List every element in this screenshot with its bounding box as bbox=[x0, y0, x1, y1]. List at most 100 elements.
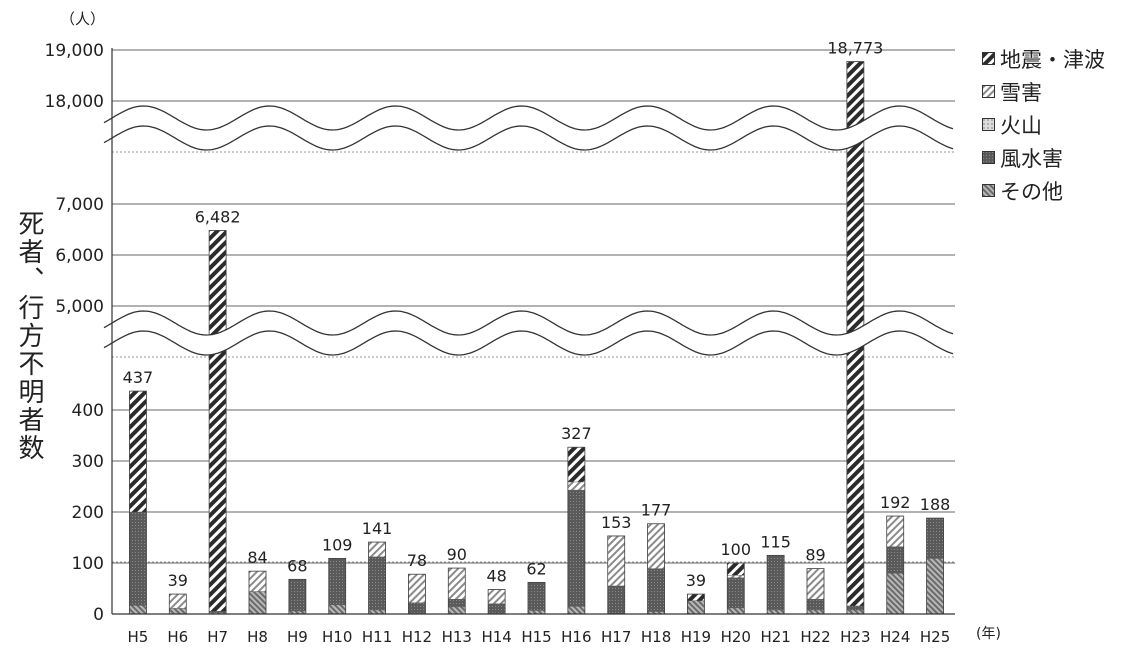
bar-segment bbox=[408, 574, 426, 603]
legend-label-other: その他 bbox=[1000, 179, 1063, 204]
bar-segment bbox=[727, 607, 745, 615]
bar-total-label: 62 bbox=[526, 559, 546, 578]
bar-segment bbox=[328, 604, 346, 615]
legend-label-snow: 雪害 bbox=[1000, 80, 1042, 105]
bar-segment bbox=[607, 585, 625, 615]
bar-segment bbox=[129, 605, 147, 615]
x-tick-label: H24 bbox=[880, 628, 910, 646]
bar-segment bbox=[886, 515, 904, 547]
bar-segment bbox=[448, 599, 466, 608]
bar-total-label: 48 bbox=[486, 567, 506, 586]
bar-segment bbox=[487, 603, 506, 614]
axis-break-line bbox=[103, 310, 954, 336]
bar-segment bbox=[727, 562, 745, 576]
bar-segment bbox=[129, 511, 147, 606]
x-tick-label: H16 bbox=[561, 628, 591, 646]
legend-item-storm: 風水害 bbox=[982, 141, 1105, 174]
legend: 地震・津波 雪害 火山 風水害 その他 bbox=[982, 42, 1105, 207]
axes: 0 100 200 300 400 5,000 6,000 7,000 18,000 19,000… bbox=[45, 41, 955, 646]
bar-segment bbox=[527, 582, 546, 611]
x-unit-label: (年) bbox=[976, 626, 1001, 642]
bar-segment bbox=[687, 600, 705, 615]
bar-total-label: 327 bbox=[561, 424, 592, 443]
y-tick-label: 18,000 bbox=[45, 92, 104, 112]
bar-segment bbox=[487, 589, 506, 605]
bar-segment bbox=[368, 556, 386, 611]
y-tick-label: 19,000 bbox=[45, 41, 104, 61]
x-tick-label: H5 bbox=[128, 628, 149, 646]
bar-total-label: 192 bbox=[880, 493, 911, 512]
x-tick-label: H21 bbox=[760, 628, 790, 646]
legend-item-quake: 地震・津波 bbox=[982, 42, 1105, 75]
bar-segment bbox=[846, 605, 865, 611]
axis-break-band bbox=[104, 311, 953, 355]
legend-label-volcano: 火山 bbox=[1000, 113, 1042, 138]
bar-segment bbox=[169, 593, 187, 609]
bar-total-label: 177 bbox=[641, 501, 672, 520]
bar-segment bbox=[448, 606, 466, 615]
bar-segment bbox=[208, 230, 227, 612]
axis-break-band bbox=[104, 106, 953, 150]
x-tick-label: H12 bbox=[402, 628, 432, 646]
bar-segment bbox=[567, 481, 586, 491]
bar-segment bbox=[248, 570, 267, 592]
bar-segment bbox=[687, 593, 705, 601]
x-tick-label: H8 bbox=[247, 628, 268, 646]
x-tick-label: H13 bbox=[442, 628, 472, 646]
y-tick-label: 200 bbox=[72, 503, 104, 523]
bar-segment bbox=[647, 523, 665, 569]
bar-segment bbox=[926, 558, 944, 615]
bar-segment bbox=[248, 591, 267, 615]
x-tick-label: H14 bbox=[481, 628, 511, 646]
bar-segment bbox=[607, 535, 625, 587]
bar-total-label: 115 bbox=[760, 532, 791, 551]
axis-breaks bbox=[103, 105, 954, 356]
bar-total-label: 6,482 bbox=[195, 207, 241, 226]
bar-segment bbox=[328, 558, 346, 606]
bar-segment bbox=[408, 602, 426, 614]
y-tick-label: 5,000 bbox=[55, 297, 104, 317]
bar-total-label: 78 bbox=[407, 551, 427, 570]
bar-total-label: 188 bbox=[920, 495, 951, 514]
grid-lines bbox=[112, 49, 955, 615]
y-tick-label: 400 bbox=[72, 401, 104, 421]
bar-segment bbox=[288, 579, 307, 612]
bar-total-label: 141 bbox=[362, 519, 393, 538]
y-axis-title: 死者、行方不明者数 bbox=[14, 210, 44, 462]
bar-total-label: 89 bbox=[805, 546, 825, 565]
bar-segment bbox=[647, 568, 665, 612]
x-tick-label: H6 bbox=[167, 628, 188, 646]
axis-break-line bbox=[103, 105, 954, 131]
bar-total-label: 153 bbox=[601, 513, 632, 532]
data-labels: 437 39 6,482 84 68 109 141 78 90 48 62 327 153 177 39 1… bbox=[123, 39, 951, 591]
bar-segment bbox=[926, 517, 944, 559]
bar-segment bbox=[448, 567, 466, 600]
x-tick-label: H20 bbox=[721, 628, 751, 646]
legend-swatch-storm bbox=[982, 151, 995, 164]
bars bbox=[129, 61, 944, 615]
bar-segment bbox=[129, 390, 147, 513]
bar-segment bbox=[368, 609, 386, 615]
bar-segment bbox=[567, 489, 586, 607]
x-tick-label: H18 bbox=[641, 628, 671, 646]
y-unit-label: （人） bbox=[60, 10, 105, 28]
bar-segment bbox=[567, 447, 586, 483]
x-tick-label: H23 bbox=[840, 628, 870, 646]
bar-segment bbox=[886, 546, 904, 574]
bar-segment bbox=[169, 608, 187, 615]
x-tick-label: H7 bbox=[207, 628, 228, 646]
legend-swatch-volcano bbox=[982, 118, 995, 131]
bar-segment bbox=[886, 573, 904, 615]
bar-total-label: 100 bbox=[721, 540, 752, 559]
x-tick-label: H15 bbox=[521, 628, 551, 646]
axis-break-line bbox=[103, 330, 954, 356]
axis-break-line bbox=[103, 125, 954, 151]
y-tick-label: 300 bbox=[72, 452, 104, 472]
bar-segment bbox=[806, 599, 825, 611]
bar-segment bbox=[806, 568, 825, 600]
legend-swatch-quake bbox=[982, 52, 995, 65]
x-tick-label: H19 bbox=[681, 628, 711, 646]
bar-segment bbox=[567, 606, 586, 615]
x-tick-label: H10 bbox=[322, 628, 352, 646]
